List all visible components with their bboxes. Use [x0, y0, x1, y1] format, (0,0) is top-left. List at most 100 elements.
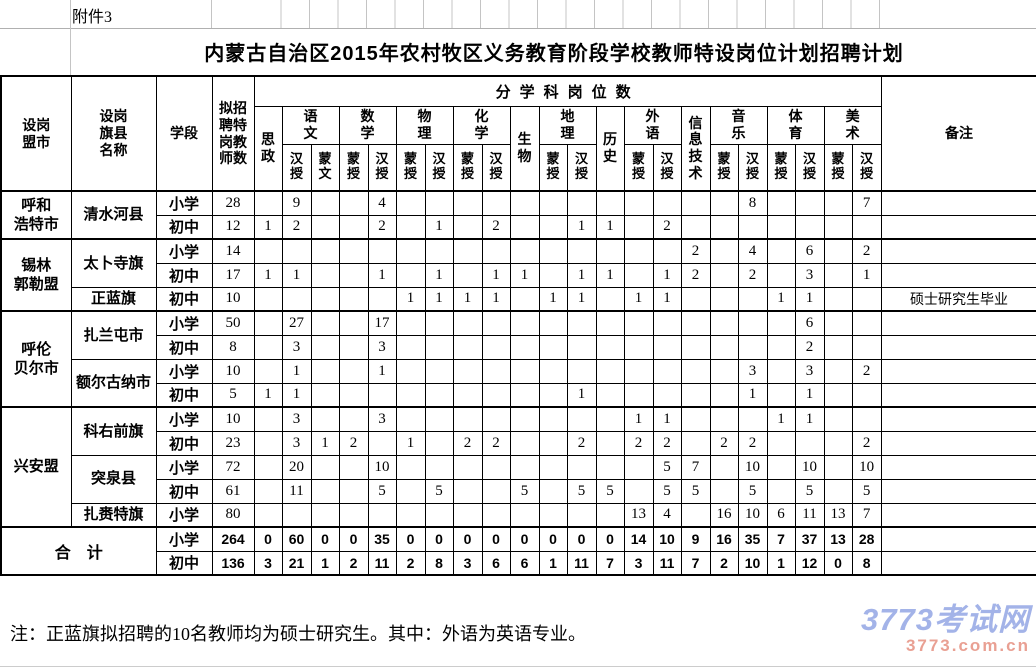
- subject-count-cell: 1: [652, 406, 682, 432]
- planned-count-cell: 10: [211, 406, 255, 432]
- subject-count-cell: [680, 214, 711, 240]
- subject-count-cell: [509, 502, 540, 528]
- subject-count-cell: 1: [794, 382, 825, 408]
- table-row: 汉 授蒙 文蒙 授汉 授蒙 授汉 授蒙 授汉 授蒙 授汉 授蒙 授汉 授蒙 授汉…: [1, 143, 1036, 192]
- remark-cell: [880, 478, 1036, 504]
- subject-count-cell: 5: [424, 478, 454, 504]
- subject-count-cell: [424, 190, 454, 216]
- subject-count-cell: [338, 358, 369, 384]
- subject-count-cell: [737, 286, 768, 312]
- subject-count-cell: [737, 334, 768, 360]
- subject-count-cell: [452, 262, 483, 288]
- subject-count-cell: [680, 358, 711, 384]
- subject-count-cell: [595, 238, 625, 264]
- subject-count-cell: [310, 454, 340, 480]
- stage-cell: 小学: [155, 454, 213, 480]
- subject-count-cell: [851, 334, 882, 360]
- subject-count-cell: [253, 334, 283, 360]
- subject-count-cell: [253, 478, 283, 504]
- remark-cell: [880, 214, 1036, 240]
- sheet-gridlines: [253, 0, 890, 28]
- subject-count-cell: [623, 382, 654, 408]
- table-row: 初中 12 1 2 2 1 2 1 1 2: [1, 214, 1036, 240]
- subject-count-cell: [709, 214, 739, 240]
- subject-count-cell: 13: [823, 526, 853, 552]
- subject-count-cell: [595, 190, 625, 216]
- subject-count-cell: 17: [367, 310, 397, 336]
- header-subject: 外 语: [623, 105, 682, 145]
- subject-count-cell: [395, 382, 426, 408]
- table-row: 初中 23 3 1 2 1 2 2 2 2 2 2 2 2: [1, 430, 1036, 456]
- subject-count-cell: 2: [851, 430, 882, 456]
- subject-count-cell: [481, 190, 511, 216]
- table-row: 扎赉特旗 小学 80 13 4 16 10 6 11 13 7: [1, 502, 1036, 528]
- county-cell: 扎兰屯市: [70, 310, 157, 360]
- subject-count-cell: [481, 382, 511, 408]
- table-row: 呼和 浩特市 清水河县 小学 28 9 4 8 7: [0, 190, 1036, 240]
- remark-cell: [880, 310, 1036, 336]
- subject-count-cell: 1: [766, 550, 796, 576]
- stage-cell: 小学: [155, 406, 213, 432]
- subject-count-cell: 1: [538, 286, 568, 312]
- subject-count-cell: 2: [566, 430, 597, 456]
- subject-count-cell: 2: [281, 214, 312, 240]
- header-subject: 历 史: [595, 105, 625, 192]
- league-cell: 呼伦 贝尔市: [0, 310, 72, 408]
- stage-cell: 初中: [155, 382, 213, 408]
- remark-cell: 硕士研究生毕业: [880, 286, 1036, 312]
- subject-count-cell: 1: [281, 358, 312, 384]
- header-planned-count: 拟招 聘特 岗教 师数: [211, 75, 255, 192]
- subject-count-cell: [253, 430, 283, 456]
- subject-count-cell: [680, 334, 711, 360]
- subject-count-cell: 4: [737, 238, 768, 264]
- subject-count-cell: 8: [851, 550, 882, 576]
- subject-count-cell: 6: [794, 310, 825, 336]
- subject-count-cell: 2: [680, 238, 711, 264]
- subject-count-cell: [709, 358, 739, 384]
- subject-count-cell: 8: [737, 190, 768, 216]
- planned-count-cell: 80: [211, 502, 255, 528]
- subject-count-cell: [424, 454, 454, 480]
- subject-count-cell: [424, 334, 454, 360]
- subject-count-cell: 1: [395, 430, 426, 456]
- subject-count-cell: [509, 358, 540, 384]
- subject-count-cell: 6: [481, 550, 511, 576]
- subject-count-cell: [395, 478, 426, 504]
- table-row: 设岗 盟市 设岗 旗县 名称 学段 拟招 聘特 岗教 师数 分学科岗位数 备注: [0, 75, 1036, 192]
- header-teach-type: 汉 授: [794, 143, 825, 192]
- subject-count-cell: [566, 454, 597, 480]
- header-teach-type: 蒙 授: [395, 143, 426, 192]
- subject-count-cell: 1: [367, 262, 397, 288]
- subject-count-cell: 3: [794, 358, 825, 384]
- subject-count-cell: [481, 310, 511, 336]
- subject-count-cell: [509, 238, 540, 264]
- subject-count-cell: [395, 502, 426, 528]
- table-row: 思 政语 文数 学物 理化 学生 物地 理历 史外 语信 息 技 术音 乐体 育…: [1, 105, 1036, 192]
- stage-cell: 初中: [155, 478, 213, 504]
- subject-count-cell: [823, 454, 853, 480]
- subject-count-cell: 2: [338, 430, 369, 456]
- header-subject: 物 理: [395, 105, 454, 145]
- subject-count-cell: [281, 238, 312, 264]
- subject-count-cell: 2: [851, 358, 882, 384]
- subject-count-cell: [310, 502, 340, 528]
- subject-count-cell: 3: [623, 550, 654, 576]
- subject-count-cell: [680, 430, 711, 456]
- subject-count-cell: [395, 334, 426, 360]
- subject-count-cell: [538, 262, 568, 288]
- subject-count-cell: 27: [281, 310, 312, 336]
- subject-count-cell: 3: [794, 262, 825, 288]
- subject-count-cell: [538, 310, 568, 336]
- subject-count-cell: 0: [452, 526, 483, 552]
- subject-count-cell: [338, 334, 369, 360]
- remark-cell: [880, 358, 1036, 384]
- subject-count-cell: [253, 238, 283, 264]
- subject-count-cell: 2: [709, 550, 739, 576]
- subject-count-cell: [395, 238, 426, 264]
- subject-count-cell: [680, 310, 711, 336]
- county-cell: 清水河县: [70, 190, 157, 240]
- subject-count-cell: [509, 334, 540, 360]
- subject-count-cell: 10: [737, 550, 768, 576]
- subject-count-cell: [623, 454, 654, 480]
- header-teach-type: 汉 授: [481, 143, 511, 192]
